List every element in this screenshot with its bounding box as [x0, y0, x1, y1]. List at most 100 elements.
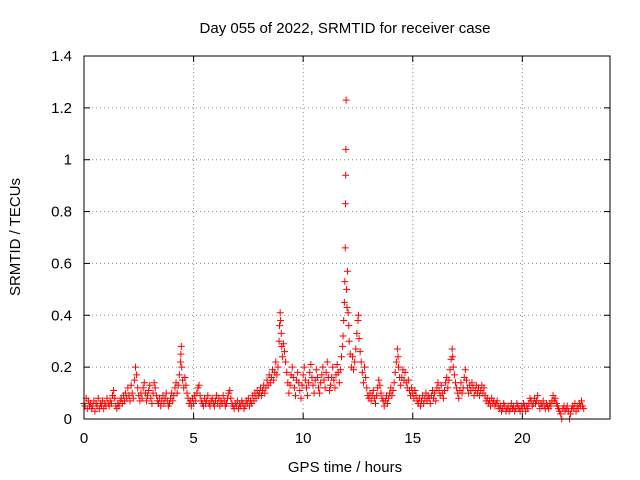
data-point	[339, 342, 347, 350]
data-point	[129, 394, 137, 402]
y-tick-label: 0.4	[51, 307, 72, 324]
data-point	[355, 335, 363, 343]
data-point	[133, 371, 141, 379]
data-point	[437, 381, 445, 389]
axis-ticks: 0 0.2 0.4 0.6 0.8 1 1.2 1.4 0 5 10 15 20	[51, 48, 610, 447]
x-axis-label: GPS time / hours	[288, 459, 402, 476]
data-point	[304, 392, 312, 400]
data-point	[426, 399, 434, 407]
data-point	[480, 384, 488, 392]
data-point	[297, 394, 305, 402]
data-point	[361, 363, 369, 371]
data-point	[177, 350, 185, 358]
data-point	[461, 366, 469, 374]
data-point	[404, 376, 412, 384]
data-point	[142, 397, 150, 405]
x-tick-label: 10	[295, 430, 312, 447]
data-point	[91, 407, 99, 415]
data-point	[534, 392, 542, 400]
data-point	[182, 381, 190, 389]
data-point	[110, 386, 118, 394]
data-point	[288, 363, 296, 371]
data-point	[340, 316, 348, 324]
data-point	[169, 397, 177, 405]
x-tick-label: 5	[189, 430, 197, 447]
data-point	[127, 381, 135, 389]
data-point	[290, 384, 298, 392]
grid-lines	[84, 56, 610, 419]
data-point	[173, 389, 181, 397]
data-point	[319, 363, 327, 371]
data-point	[468, 379, 476, 387]
data-point	[329, 363, 337, 371]
data-point	[340, 298, 348, 306]
data-point	[392, 358, 400, 366]
y-tick-label: 1	[64, 152, 72, 169]
data-point	[431, 389, 439, 397]
data-point	[261, 389, 269, 397]
data-point	[363, 384, 371, 392]
x-tick-label: 20	[514, 430, 531, 447]
data-point	[462, 376, 470, 384]
data-point	[342, 145, 350, 153]
data-point	[343, 304, 351, 312]
data-point	[394, 353, 402, 361]
data-point	[181, 374, 189, 382]
data-point	[226, 386, 234, 394]
data-point	[377, 389, 385, 397]
data-point	[219, 392, 227, 400]
data-point	[111, 394, 119, 402]
data-point	[318, 371, 326, 379]
data-point	[345, 337, 353, 345]
data-point	[140, 379, 148, 387]
data-point	[450, 371, 458, 379]
y-tick-label: 0.6	[51, 255, 72, 272]
data-point	[391, 368, 399, 376]
data-point	[130, 376, 138, 384]
data-point	[350, 366, 358, 374]
data-point	[286, 381, 294, 389]
data-point	[277, 329, 285, 337]
y-tick-label: 1.4	[51, 48, 72, 65]
data-point	[333, 361, 341, 369]
data-point	[177, 342, 185, 350]
data-point	[196, 392, 204, 400]
data-point	[150, 379, 158, 387]
data-point	[567, 410, 575, 418]
data-point	[312, 366, 320, 374]
data-point	[132, 363, 140, 371]
y-tick-label: 0.2	[51, 359, 72, 376]
data-point	[395, 363, 403, 371]
data-point	[147, 394, 155, 402]
x-tick-label: 0	[80, 430, 88, 447]
data-point	[384, 399, 392, 407]
data-point	[296, 386, 304, 394]
data-point	[302, 384, 310, 392]
data-point	[342, 96, 350, 104]
data-point	[274, 363, 282, 371]
data-point	[316, 389, 324, 397]
data-point	[338, 353, 346, 361]
data-point	[359, 379, 367, 387]
data-point	[356, 348, 364, 356]
data-point	[128, 389, 136, 397]
data-point	[432, 397, 440, 405]
data-point	[376, 381, 384, 389]
data-point	[204, 392, 212, 400]
chart-title: Day 055 of 2022, SRMTID for receiver cas…	[200, 20, 491, 37]
data-point	[389, 386, 397, 394]
data-point	[300, 363, 308, 371]
data-points	[80, 96, 588, 423]
data-point	[195, 381, 203, 389]
data-point	[339, 332, 347, 340]
data-point	[291, 392, 299, 400]
y-axis-label: SRMTID / TECUs	[7, 178, 24, 296]
plot-frame	[83, 55, 611, 420]
data-point	[411, 386, 419, 394]
data-point	[321, 384, 329, 392]
data-point	[322, 368, 330, 376]
data-point	[580, 405, 588, 413]
data-point	[325, 386, 333, 394]
data-point	[327, 381, 335, 389]
data-point	[176, 358, 184, 366]
